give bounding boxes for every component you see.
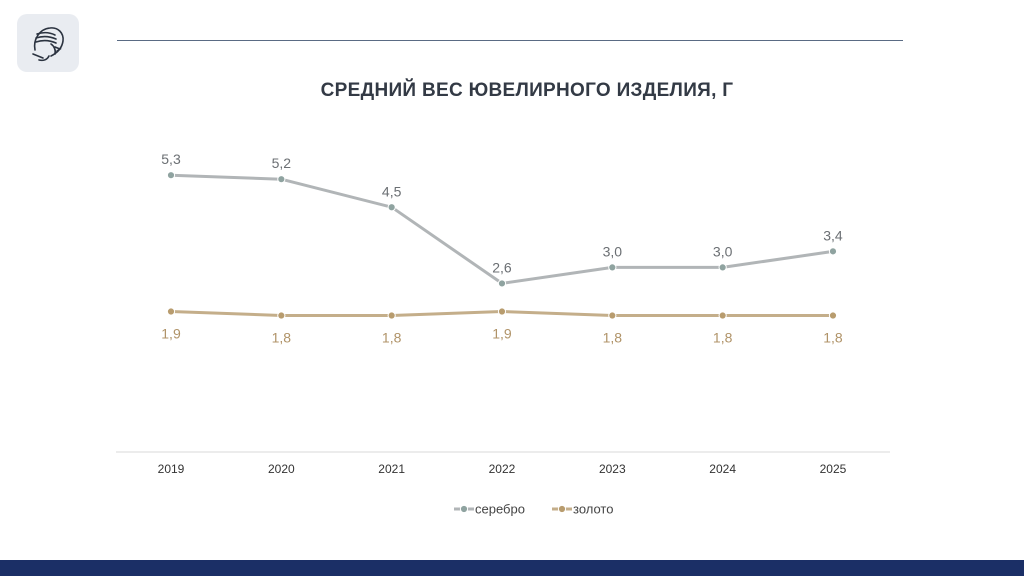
series-2: 1,9 1,8 1,8 1,9 1,8 1,8 1,8 xyxy=(161,307,843,346)
x-tick-label: 2025 xyxy=(820,462,847,476)
data-point xyxy=(497,307,507,316)
data-label: 1,8 xyxy=(713,330,733,346)
header-divider xyxy=(117,40,903,41)
data-label: 5,2 xyxy=(272,155,292,171)
legend-label: золото xyxy=(573,502,613,517)
data-point xyxy=(828,247,838,256)
data-label: 1,8 xyxy=(603,330,623,346)
x-tick-label: 2021 xyxy=(378,462,405,476)
legend-marker xyxy=(557,504,567,514)
chart-title: СРЕДНИЙ ВЕС ЮВЕЛИРНОГО ИЗДЕЛИЯ, Г xyxy=(320,80,734,101)
x-tick-label: 2019 xyxy=(158,462,185,476)
data-point xyxy=(387,203,396,212)
logo xyxy=(17,14,79,72)
data-point xyxy=(166,171,176,180)
x-tick-label: 2022 xyxy=(489,462,516,476)
data-point xyxy=(608,263,617,272)
data-point xyxy=(718,311,727,320)
legend-item: золото xyxy=(552,502,613,517)
data-point xyxy=(277,175,286,184)
data-point xyxy=(718,263,727,272)
data-label: 4,5 xyxy=(382,183,402,199)
x-tick-label: 2024 xyxy=(709,462,736,476)
footer-bar xyxy=(0,560,1024,576)
data-label: 3,0 xyxy=(603,243,623,259)
legend-label: серебро xyxy=(475,502,525,517)
x-tick-label: 2023 xyxy=(599,462,626,476)
data-point xyxy=(497,279,507,288)
data-label: 1,9 xyxy=(492,326,512,342)
data-point xyxy=(387,311,396,320)
legend-item: серебро xyxy=(454,502,525,517)
data-label: 3,4 xyxy=(823,227,843,243)
data-label: 5,3 xyxy=(161,151,181,167)
athena-head-icon xyxy=(32,27,64,62)
data-label: 1,8 xyxy=(823,330,843,346)
data-label: 2,6 xyxy=(492,259,512,275)
data-label: 1,8 xyxy=(382,330,402,346)
x-tick-label: 2020 xyxy=(268,462,295,476)
data-point xyxy=(608,311,617,320)
series-1: 5,3 5,2 4,5 2,6 3,0 3,0 3,4 xyxy=(161,151,843,288)
data-label: 1,8 xyxy=(272,330,292,346)
data-point xyxy=(828,311,838,320)
legend-marker xyxy=(459,504,469,514)
data-label: 3,0 xyxy=(713,243,733,259)
data-label: 1,9 xyxy=(161,326,181,342)
data-point xyxy=(166,307,176,316)
data-point xyxy=(277,311,286,320)
